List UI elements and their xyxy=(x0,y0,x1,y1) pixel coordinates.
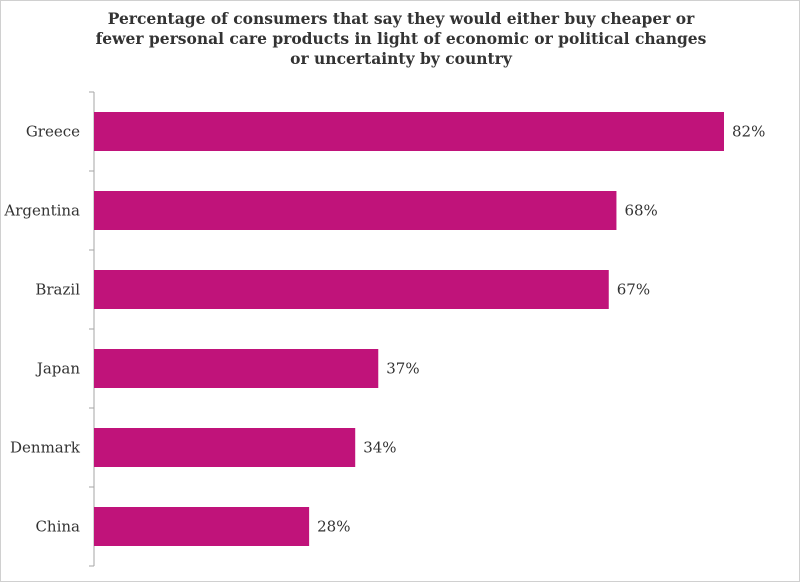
bar-argentina xyxy=(94,191,617,230)
data-label-denmark: 34% xyxy=(363,439,396,457)
bar-japan xyxy=(94,349,379,388)
data-label-greece: 82% xyxy=(732,123,765,141)
category-label-greece: Greece xyxy=(26,123,80,141)
category-label-china: China xyxy=(35,518,80,536)
category-label-denmark: Denmark xyxy=(10,439,81,457)
category-label-argentina: Argentina xyxy=(3,202,80,220)
data-label-china: 28% xyxy=(317,518,350,536)
data-label-brazil: 67% xyxy=(617,281,650,299)
chart-title-line-1: Percentage of consumers that say they wo… xyxy=(107,9,695,28)
category-label-japan: Japan xyxy=(35,360,81,378)
bar-denmark xyxy=(94,428,356,467)
category-label-brazil: Brazil xyxy=(35,281,80,299)
chart-title-line-3: or uncertainty by country xyxy=(290,49,512,68)
chart-title-line-2: fewer personal care products in light of… xyxy=(95,29,707,48)
bar-greece xyxy=(94,112,724,151)
data-label-japan: 37% xyxy=(386,360,419,378)
chart-title: Percentage of consumers that say they wo… xyxy=(41,9,761,69)
bar-brazil xyxy=(94,270,609,309)
data-label-argentina: 68% xyxy=(624,202,657,220)
bar-china xyxy=(94,507,310,546)
